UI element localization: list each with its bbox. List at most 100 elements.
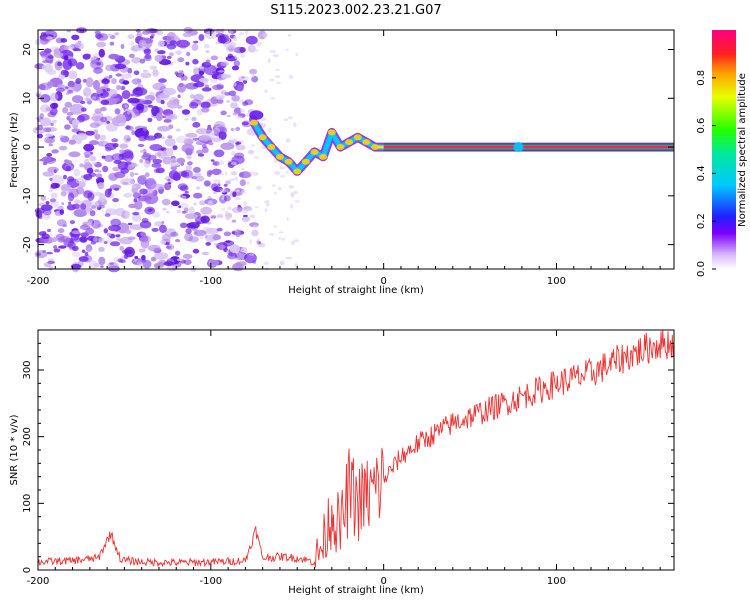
spectrogram-speckle-blob [77,42,84,50]
colorbar-tick-label: 0.8 [696,70,707,86]
spectrogram-speckle-blob [213,149,225,158]
spectrogram-speckle-blob [95,173,103,178]
spectrogram-ridge-peak [319,153,328,160]
spectrogram-speckle-blob [223,41,237,49]
spectrogram-speckle-blob [206,172,212,177]
spectrogram-speckle-blob [91,219,101,229]
spectrogram-speckle-blob [268,128,272,133]
spectrogram-speckle-blob [172,145,178,151]
spectrogram-speckle-blob [238,99,245,103]
spectrogram-speckle-blob [71,128,81,133]
spectrogram-speckle-blob [133,70,140,76]
spectrogram-speckle-blob [175,135,188,144]
spectrogram-speckle-blob [242,75,249,81]
spectrogram-speckle-blob [233,138,238,144]
spectrogram-speckle-blob [102,165,109,173]
spectrogram-speckle-blob [166,211,170,214]
spectrogram-speckle-blob [176,70,184,78]
spectrogram-speckle-blob [262,32,269,38]
spectrogram-speckle-blob [163,147,174,157]
spectrogram-speckle-blob [181,210,187,214]
spectrogram-ridge-peak [371,144,380,151]
spectrogram-speckle-blob [249,253,255,256]
spectrogram-speckle-blob [110,241,121,247]
spectrogram-speckle-blob [47,166,59,173]
spectrogram-speckle-blob [67,58,78,67]
spectrogram-speckle-blob [175,50,182,55]
spectrogram-speckle-blob [108,224,121,232]
spectrogram-speckle-blob [239,179,246,187]
spectrogram-speckle-blob [114,108,121,115]
spectrogram-speckle-blob [54,183,61,189]
spectrogram-speckle-blob [198,77,209,83]
spectrogram-speckle-blob [149,144,163,151]
spectrogram-speckle-blob [52,119,57,124]
spectrogram-speckle-blob [39,113,44,120]
spectrogram-speckle-blob [60,235,70,243]
spectrogram-speckle-blob [63,174,67,180]
spectrogram-speckle-blob [90,240,97,245]
spectrogram-speckle-blob [223,231,232,237]
spectrogram-speckle-blob [100,106,107,112]
spectrogram-speckle-blob [290,240,295,246]
spectrogram-speckle-blob [104,154,114,162]
spectrogram-speckle-blob [127,34,135,40]
spectrogram-speckle-blob [260,118,266,122]
spectrogram-speckle-blob [234,57,240,60]
spectrogram-speckle-blob [120,73,132,79]
spectrogram-speckle-blob [226,216,230,220]
spectrogram-speckle-blob [50,122,54,126]
spectrogram-speckle-blob [293,239,300,243]
spectrogram-y-tick-label: -20 [22,236,33,252]
spectrogram-speckle-blob [169,52,174,57]
spectrogram-speckle-blob [218,244,226,250]
spectrogram-speckle-blob [67,192,75,202]
spectrogram-speckle-blob [237,84,244,92]
spectrogram-speckle-blob [181,143,195,153]
spectrogram-speckle-blob [184,191,189,194]
spectrogram-speckle-blob [254,206,259,209]
spectrogram-speckle-blob [85,97,90,101]
spectrogram-speckle-blob [132,211,140,216]
spectrogram-speckle-blob [256,238,261,242]
spectrogram-speckle-blob [180,76,185,81]
spectrogram-speckle-blob [252,49,259,52]
spectrogram-speckle-blob [74,199,81,204]
spectrogram-speckle-blob [59,135,65,138]
spectrogram-speckle-blob [245,30,249,35]
spectrogram-speckle-blob [192,248,200,254]
spectrogram-speckle-blob [164,182,172,191]
spectrogram-speckle-blob [256,185,263,190]
spectrogram-speckle-blob [119,149,125,154]
spectrogram-speckle-blob [51,102,59,109]
spectrogram-speckle-blob [263,261,269,265]
spectrogram-speckle-blob [189,94,195,99]
spectrogram-speckle-blob [285,48,289,51]
spectrogram-speckle-blob [236,115,243,119]
spectrogram-speckle-blob [288,185,295,189]
spectrogram-speckle-blob [140,235,152,243]
spectrogram-speckle-blob [91,96,97,100]
spectrogram-speckle-blob [106,233,112,237]
spectrogram-speckle-blob [210,215,217,219]
spectrogram-speckle-blob [46,152,53,157]
spectrogram-speckle-blob [75,78,82,84]
spectrogram-speckle-blob [138,248,146,253]
spectrogram-speckle-blob [198,34,205,41]
spectrogram-speckle-blob [182,253,193,259]
spectrogram-speckle-blob [201,136,209,142]
spectrogram-speckle-blob [159,59,171,66]
spectrogram-speckle-blob [154,54,163,62]
spectrogram-speckle-blob [104,188,112,198]
spectrogram-speckle-blob [39,159,43,162]
colorbar-ticks: 0.0 0.2 0.4 0.6 0.8 [696,70,716,277]
spectrogram-speckle-blob [196,149,204,155]
spectrogram-speckle-blob [183,138,194,146]
spectrogram-speckle-blob [100,93,103,97]
colorbar-label: Normalized spectral amplitude [737,73,748,227]
spectrogram-speckle-blob [119,246,124,251]
spectrogram-speckle-blob [133,198,138,203]
spectrogram-speckle-blob [137,143,145,148]
spectrogram-speckle-blob [46,81,54,88]
